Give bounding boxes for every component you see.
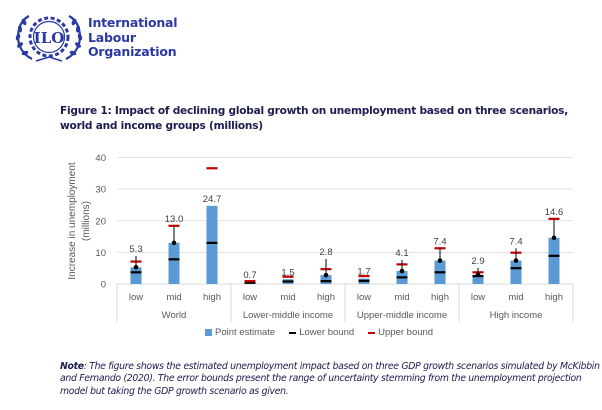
x-tick-label-high: high [317, 292, 335, 303]
y-axis-title-line-2: (millions) [81, 201, 92, 241]
legend-swatch-lower-bound [289, 331, 297, 334]
data-label: 7.4 [433, 236, 446, 247]
x-tick-label-mid: mid [508, 292, 523, 303]
data-label: 0.7 [243, 270, 256, 281]
note-label: Note [60, 361, 84, 372]
data-label: 1.7 [357, 267, 370, 278]
error-whisker-dot [437, 258, 443, 263]
x-tick-label-low: low [129, 292, 143, 303]
chart-legend: Point estimate Lower bound Upper bound [205, 327, 447, 338]
x-tick-label-mid: mid [166, 292, 181, 303]
data-label: 2.9 [471, 256, 484, 267]
y-axis-title: Increase in unemployment (millions) [67, 162, 92, 280]
legend-swatch-upper-bound [368, 331, 376, 334]
bar-point-estimate [548, 237, 560, 284]
note-text: : The figure shows the estimated unemplo… [60, 361, 600, 397]
x-tick-label-high: high [203, 292, 221, 303]
org-name-line-3: Organization [88, 44, 177, 59]
gridlines [117, 157, 573, 253]
error-whisker-dot [551, 235, 557, 241]
y-tick-label: 0 [101, 280, 106, 291]
figure-note: Note: The figure shows the estimated une… [60, 361, 600, 398]
org-name-line-1: International [88, 15, 178, 30]
data-label: 1.5 [281, 267, 294, 278]
figure-title: Figure 1: Impact of declining global gro… [60, 105, 569, 132]
data-label: 24.7 [203, 194, 222, 205]
legend-label: Point estimate [215, 327, 276, 338]
org-name-line-2: Labour [88, 29, 136, 45]
legend-label: Upper bound [378, 327, 434, 338]
gear-icon [28, 16, 70, 58]
legend-item-lower-bound: Lower bound [289, 327, 354, 338]
x-tick-label-mid: mid [280, 292, 295, 303]
organization-name: International Labour Organization [88, 15, 178, 60]
error-whisker-dot [323, 272, 329, 278]
ilo-logo: ILO [15, 15, 83, 62]
group-label: High income [490, 310, 543, 321]
x-tick-label-high: high [545, 292, 563, 303]
bar-point-estimate [168, 242, 180, 284]
legend-item-point-estimate: Point estimate [205, 327, 275, 338]
error-whisker-dot [475, 272, 481, 278]
legend-item-upper-bound: Upper bound [368, 327, 433, 338]
bar-point-estimate [320, 275, 332, 284]
y-axis-ticks: 0 10 20 30 40 [95, 153, 106, 291]
error-whisker-dot [399, 268, 405, 274]
legend-label: Lower bound [299, 327, 355, 338]
data-label: 5.3 [129, 244, 142, 255]
y-axis-title-line-1: Increase in unemployment [67, 162, 78, 280]
bar-point-estimate [130, 267, 142, 284]
data-label: 4.1 [395, 248, 408, 259]
x-tick-label-low: low [471, 292, 485, 303]
y-tick-label: 20 [95, 216, 106, 227]
y-tick-label: 40 [95, 153, 106, 164]
error-whisker-dot [171, 240, 177, 246]
x-axis: low mid high World low mid high Lower-middle in… [116, 283, 574, 322]
group-label: Upper-middle income [357, 310, 447, 321]
x-tick-label-mid: mid [394, 292, 409, 303]
data-label: 2.8 [319, 247, 332, 258]
bar-point-estimate [510, 260, 522, 284]
data-label: 14.6 [545, 207, 564, 218]
data-label: 13.0 [165, 214, 184, 225]
y-tick-label: 30 [95, 185, 106, 196]
group-label: Lower-middle income [243, 310, 333, 321]
x-tick-label-low: low [243, 292, 257, 303]
x-tick-label-low: low [357, 292, 371, 303]
x-tick-label-high: high [431, 292, 449, 303]
error-whisker-dot [133, 264, 139, 270]
logo-letters: ILO [34, 29, 65, 47]
bar-point-estimate [206, 205, 218, 284]
legend-swatch-point-estimate [205, 329, 212, 336]
group-label: World [162, 310, 187, 321]
error-whisker-dot [513, 258, 519, 263]
bar-point-estimate [472, 274, 484, 284]
y-tick-label: 10 [95, 248, 106, 259]
data-label: 7.4 [509, 236, 522, 247]
chart-marks: 5.3 13.0 24.7 0.7 1.5 2.8 1.7 4.1 7.4 2.9 7.4 14.6 [129, 167, 564, 284]
